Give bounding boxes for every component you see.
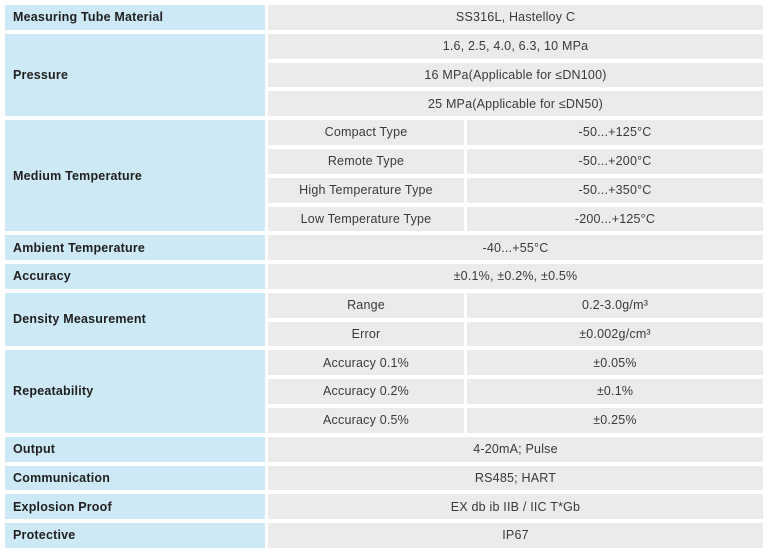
value-low-temperature-type-temp: -200...+125°C bbox=[467, 206, 763, 232]
subrow-label-accuracy-0-5: Accuracy 0.5% bbox=[268, 408, 464, 433]
subrow-label-accuracy-0-1: Accuracy 0.1% bbox=[268, 350, 464, 376]
row-label-pressure: Pressure bbox=[5, 33, 265, 117]
subrow-label-remote-type: Remote Type bbox=[268, 148, 464, 174]
value-pressure-nominal: 1.6, 2.5, 4.0, 6.3, 10 MPa bbox=[268, 33, 763, 59]
value-compact-type-temp: -50...+125°C bbox=[467, 120, 763, 145]
subrow-label-density-error: Error bbox=[268, 321, 464, 347]
value-ambient-temperature: -40...+55°C bbox=[268, 235, 763, 261]
row-label-repeatability: Repeatability bbox=[5, 350, 265, 433]
row-label-medium-temperature: Medium Temperature bbox=[5, 120, 265, 232]
value-density-error: ±0.002g/cm³ bbox=[467, 321, 763, 347]
value-communication: RS485; HART bbox=[268, 465, 763, 491]
row-label-communication: Communication bbox=[5, 465, 265, 491]
row-label-ambient-temperature: Ambient Temperature bbox=[5, 235, 265, 261]
value-repeatability-0-5: ±0.25% bbox=[467, 408, 763, 433]
subrow-label-high-temperature-type: High Temperature Type bbox=[268, 177, 464, 203]
value-protective: IP67 bbox=[268, 523, 763, 548]
subrow-label-compact-type: Compact Type bbox=[268, 120, 464, 145]
row-label-explosion-proof: Explosion Proof bbox=[5, 494, 265, 520]
value-pressure-16mpa: 16 MPa(Applicable for ≤DN100) bbox=[268, 62, 763, 88]
value-remote-type-temp: -50...+200°C bbox=[467, 148, 763, 174]
subrow-label-low-temperature-type: Low Temperature Type bbox=[268, 206, 464, 232]
subrow-label-density-range: Range bbox=[268, 292, 464, 318]
row-label-measuring-tube-material: Measuring Tube Material bbox=[5, 5, 265, 30]
specification-table: Measuring Tube Material SS316L, Hastello… bbox=[5, 5, 763, 548]
value-repeatability-0-1: ±0.05% bbox=[467, 350, 763, 376]
value-density-range: 0.2-3.0g/m³ bbox=[467, 292, 763, 318]
value-accuracy: ±0.1%, ±0.2%, ±0.5% bbox=[268, 264, 763, 289]
row-label-output: Output bbox=[5, 436, 265, 462]
row-label-accuracy: Accuracy bbox=[5, 264, 265, 289]
value-high-temperature-type-temp: -50...+350°C bbox=[467, 177, 763, 203]
row-label-density-measurement: Density Measurement bbox=[5, 292, 265, 347]
subrow-label-accuracy-0-2: Accuracy 0.2% bbox=[268, 379, 464, 405]
value-measuring-tube-material: SS316L, Hastelloy C bbox=[268, 5, 763, 30]
value-explosion-proof: EX db ib IIB / IIC T*Gb bbox=[268, 494, 763, 520]
value-output: 4-20mA; Pulse bbox=[268, 436, 763, 462]
row-label-protective: Protective bbox=[5, 523, 265, 548]
value-pressure-25mpa: 25 MPa(Applicable for ≤DN50) bbox=[268, 91, 763, 117]
value-repeatability-0-2: ±0.1% bbox=[467, 379, 763, 405]
